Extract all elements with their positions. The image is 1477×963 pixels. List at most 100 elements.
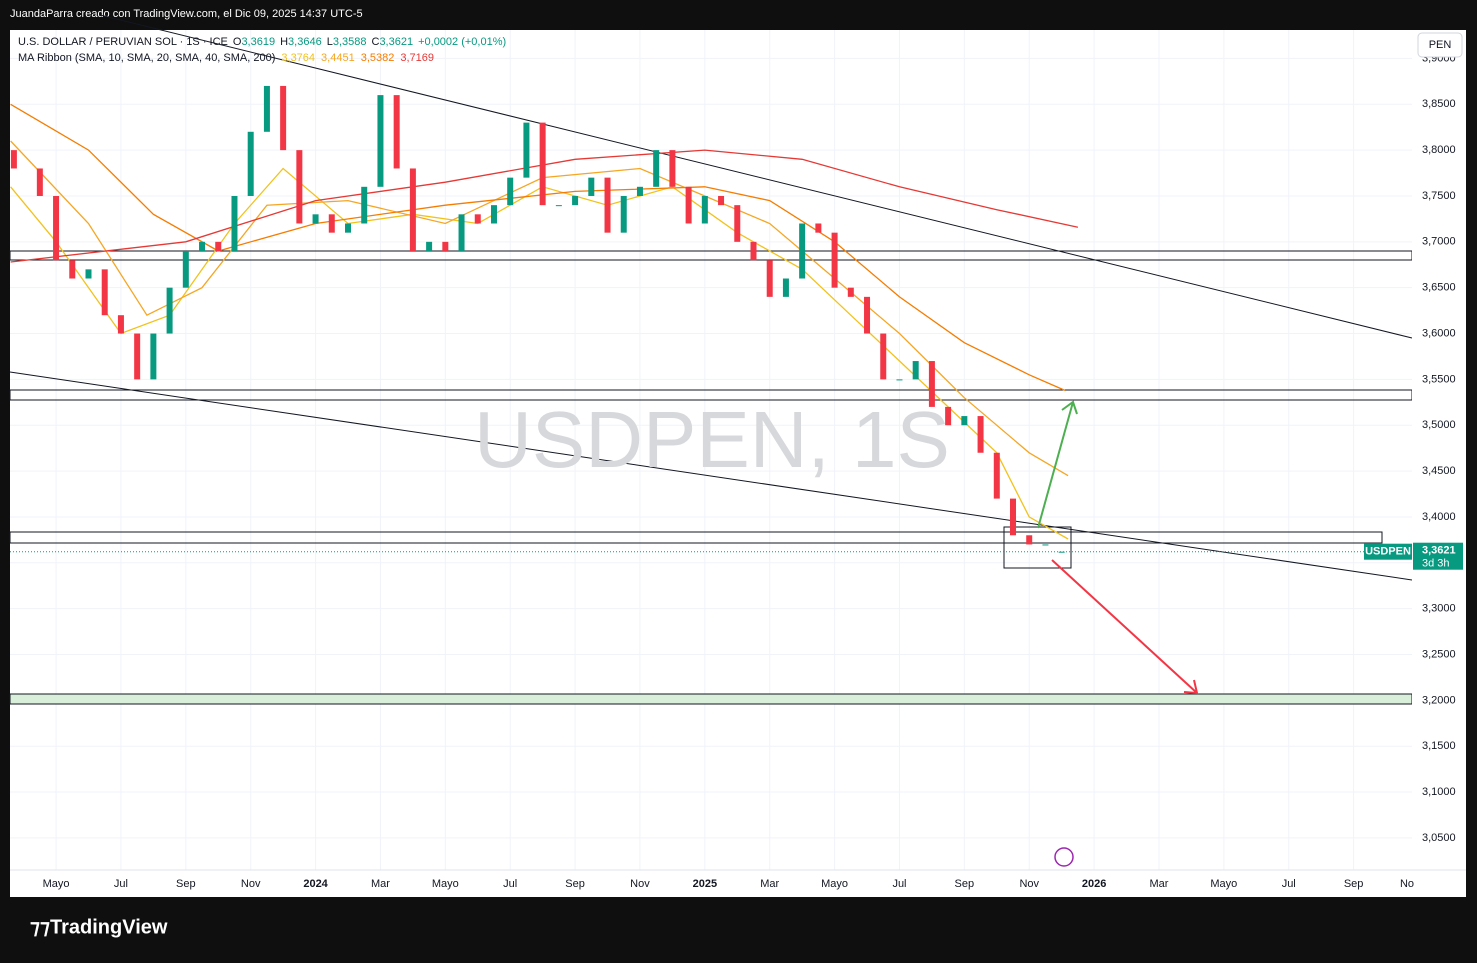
x-tick-label: 2024 bbox=[303, 878, 328, 890]
candle-body bbox=[1058, 551, 1065, 553]
x-tick-label: No bbox=[1400, 878, 1414, 890]
candle-body bbox=[588, 177, 595, 196]
x-tick-label: Jul bbox=[1282, 878, 1296, 890]
ohlc-key: C bbox=[371, 36, 379, 48]
ohlc-key: H bbox=[280, 36, 288, 48]
candle-body bbox=[977, 416, 984, 453]
x-tick-label: 2026 bbox=[1082, 878, 1106, 890]
change: +0,0002 (+0,01%) bbox=[418, 36, 506, 48]
ma-legend: MA Ribbon (SMA, 10, SMA, 20, SMA, 40, SM… bbox=[18, 52, 434, 64]
ma-value: 3,4451 bbox=[321, 52, 355, 64]
x-tick-label: Mar bbox=[1150, 878, 1169, 890]
candle-body bbox=[117, 315, 124, 334]
candle-body bbox=[539, 122, 546, 206]
ma-line bbox=[10, 149, 1079, 263]
x-tick-label: Sep bbox=[176, 878, 196, 890]
candle-body bbox=[734, 205, 741, 242]
candle-body bbox=[945, 406, 952, 426]
candle-body bbox=[572, 195, 579, 206]
candle-body bbox=[766, 260, 773, 297]
event-icon[interactable] bbox=[1054, 847, 1074, 867]
candle-body bbox=[961, 416, 968, 426]
candle-body bbox=[69, 260, 76, 279]
down-arrow bbox=[1051, 559, 1199, 695]
x-tick-label: Nov bbox=[1019, 878, 1039, 890]
candle-body bbox=[490, 205, 497, 224]
credit: JuandaParra creado con TradingView.com, … bbox=[10, 8, 363, 20]
x-tick-label: 2025 bbox=[693, 878, 717, 890]
x-tick-label: Mayo bbox=[432, 878, 459, 890]
y-tick-label: 3,5500 bbox=[1422, 373, 1456, 385]
y-tick-label: 3,7500 bbox=[1422, 190, 1456, 202]
candle-body bbox=[215, 241, 222, 252]
candle-body bbox=[523, 122, 530, 178]
currency-label[interactable]: PEN bbox=[1429, 39, 1452, 51]
candle-body bbox=[263, 85, 270, 132]
candle-body bbox=[507, 177, 514, 206]
candle-body bbox=[1042, 544, 1049, 546]
candle-body bbox=[280, 85, 287, 151]
y-tick-label: 3,6500 bbox=[1422, 282, 1456, 294]
candle-body bbox=[166, 287, 173, 334]
y-tick-label: 3,4000 bbox=[1422, 511, 1456, 523]
ohlc-value: 3,3619 bbox=[241, 36, 275, 48]
candle-body bbox=[10, 150, 17, 169]
trend-line bbox=[9, 371, 1413, 581]
ma-title: MA Ribbon (SMA, 10, SMA, 20, SMA, 40, SM… bbox=[18, 52, 275, 64]
candle-body bbox=[409, 168, 416, 252]
candle-body bbox=[101, 269, 108, 316]
candle-body bbox=[1026, 535, 1033, 545]
x-tick-label: Sep bbox=[955, 878, 975, 890]
currency-button[interactable] bbox=[1417, 32, 1463, 58]
candle-body bbox=[685, 186, 692, 224]
candle-body bbox=[718, 195, 725, 206]
x-tick-label: Mar bbox=[760, 878, 779, 890]
candle-body bbox=[864, 296, 871, 334]
candle-body bbox=[442, 241, 449, 252]
price-tag bbox=[1413, 542, 1463, 570]
candle-body bbox=[247, 131, 254, 196]
price-tag-value: 3,3621 bbox=[1422, 545, 1456, 557]
x-tick-label: Jul bbox=[503, 878, 517, 890]
x-tick-label: Mar bbox=[371, 878, 390, 890]
candle-body bbox=[53, 195, 60, 261]
candle-body bbox=[134, 333, 141, 380]
ma-value: 3,7169 bbox=[400, 52, 434, 64]
symbol-tag bbox=[1364, 543, 1412, 560]
candle-body bbox=[620, 195, 627, 233]
candle-body bbox=[993, 452, 1000, 499]
candle-body bbox=[799, 223, 806, 279]
watermark: USDPEN, 1S bbox=[474, 395, 950, 484]
candle-body bbox=[36, 168, 43, 196]
candle-body bbox=[361, 186, 368, 224]
ma-value: 3,3764 bbox=[281, 52, 315, 64]
x-tick-label: Mayo bbox=[43, 878, 70, 890]
candle-body bbox=[669, 150, 676, 187]
y-tick-label: 3,3000 bbox=[1422, 603, 1456, 615]
candle-body bbox=[345, 223, 352, 233]
candle-body bbox=[701, 195, 708, 224]
candle-body bbox=[815, 223, 822, 233]
candle-body bbox=[377, 95, 384, 187]
ohlc-value: 3,3646 bbox=[288, 36, 322, 48]
candle-body bbox=[912, 361, 919, 380]
candle-body bbox=[458, 214, 465, 252]
ohlc-key: O bbox=[233, 36, 242, 48]
candle-body bbox=[928, 361, 935, 407]
candle-body bbox=[182, 251, 189, 288]
candle-body bbox=[426, 241, 433, 252]
candle-body bbox=[85, 269, 92, 279]
x-tick-label: Sep bbox=[1344, 878, 1364, 890]
candle-body bbox=[296, 150, 303, 224]
zone bbox=[9, 531, 1383, 544]
brand: TradingView bbox=[50, 916, 168, 938]
x-tick-label: Jul bbox=[892, 878, 906, 890]
ohlc-value: 3,3621 bbox=[379, 36, 413, 48]
candle-body bbox=[150, 333, 157, 380]
y-tick-label: 3,0500 bbox=[1422, 832, 1456, 844]
y-tick-label: 3,1000 bbox=[1422, 786, 1456, 798]
x-tick-label: Mayo bbox=[821, 878, 848, 890]
y-tick-label: 3,6000 bbox=[1422, 327, 1456, 339]
